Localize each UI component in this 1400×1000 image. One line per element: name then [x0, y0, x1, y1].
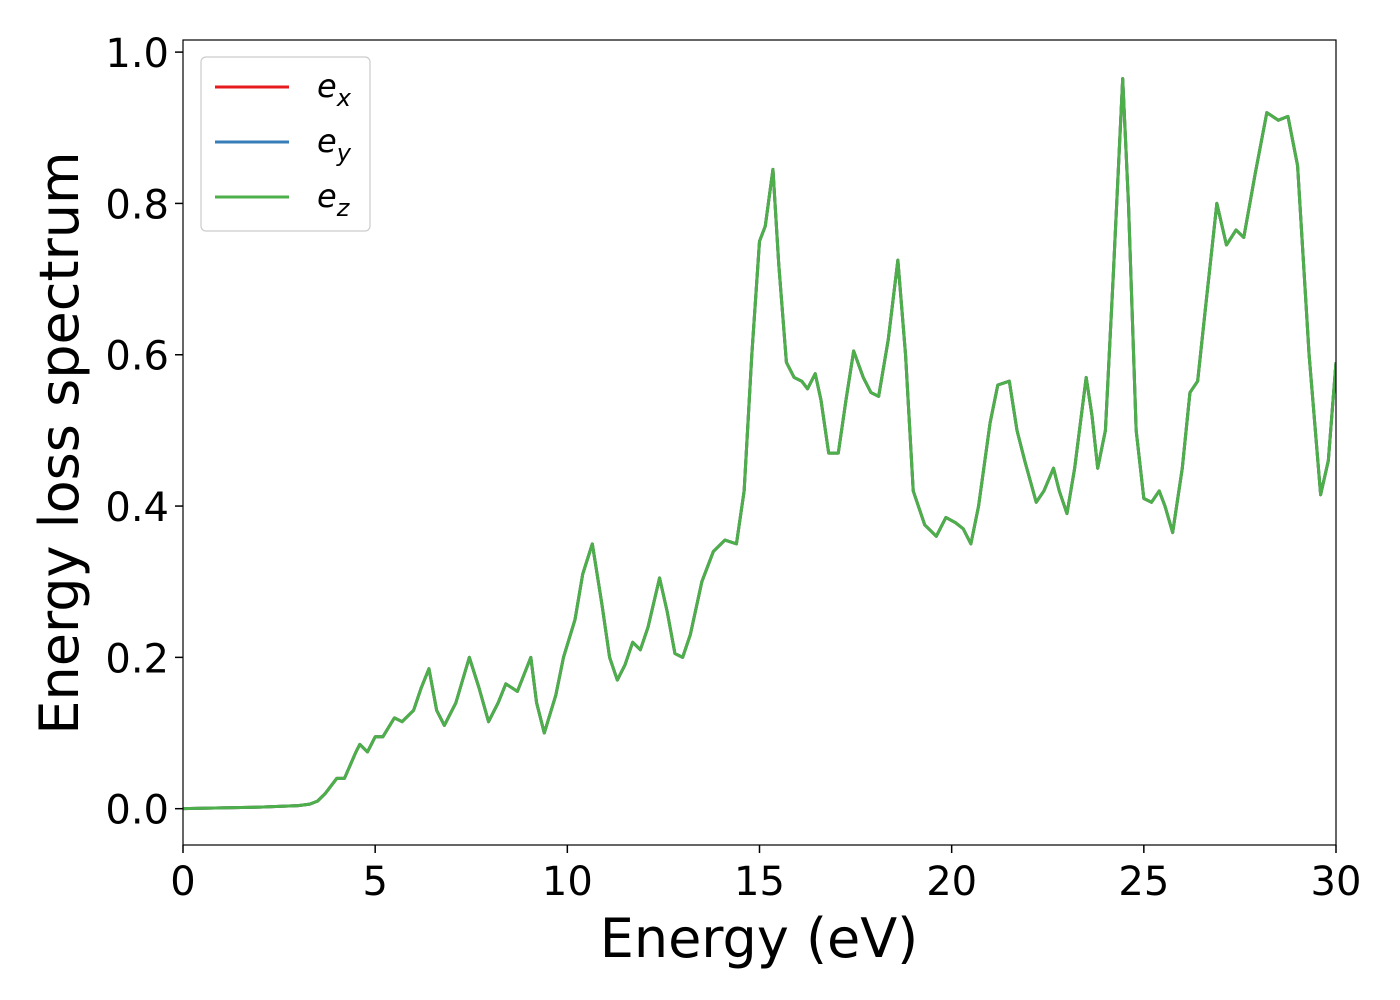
- plot-frame: [182, 39, 1337, 846]
- x-tick-label: 5: [362, 859, 387, 905]
- x-tick-label: 30: [1311, 859, 1362, 905]
- data-line: [183, 77, 1336, 811]
- y-axis-label: Energy loss spectrum: [28, 151, 91, 734]
- y-tick-label: 0.6: [105, 334, 169, 380]
- legend-label: ez: [317, 177, 351, 222]
- x-tick-label: 25: [1118, 859, 1169, 905]
- x-tick-label: 0: [170, 859, 195, 905]
- y-tick-label: 1.0: [105, 31, 169, 77]
- y-tick-label: 0.4: [105, 485, 169, 531]
- legend-label: ex: [317, 67, 352, 112]
- x-tick-label: 10: [542, 859, 593, 905]
- y-tick-label: 0.0: [105, 788, 169, 834]
- x-axis-label: Energy (eV): [600, 907, 919, 970]
- y-tick-label: 0.8: [105, 182, 169, 228]
- y-tick-label: 0.2: [105, 636, 169, 682]
- x-tick-label: 20: [926, 859, 977, 905]
- legend-box: [200, 56, 371, 232]
- legend-label: ey: [317, 122, 352, 167]
- x-tick-label: 15: [734, 859, 785, 905]
